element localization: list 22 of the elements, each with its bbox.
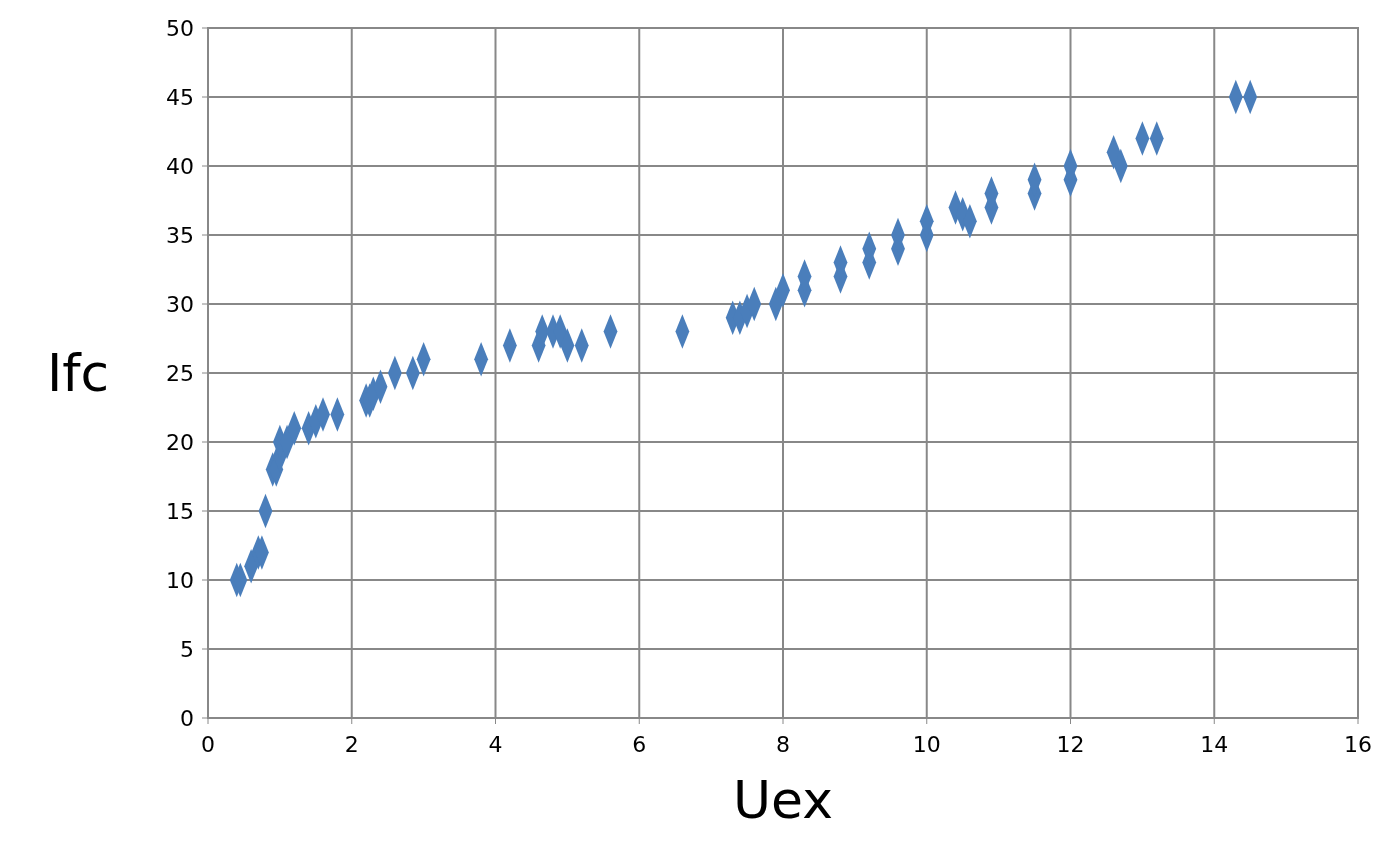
y-tick-label: 50 <box>166 16 194 41</box>
x-tick-label: 16 <box>1344 732 1372 757</box>
y-tick-label: 20 <box>166 430 194 455</box>
x-tick-label: 4 <box>488 732 503 757</box>
y-tick-label: 25 <box>166 361 194 386</box>
y-tick-label: 40 <box>166 154 194 179</box>
x-tick-label: 6 <box>632 732 647 757</box>
y-tick-label: 10 <box>166 568 194 593</box>
x-tick-label: 2 <box>344 732 359 757</box>
x-tick-label: 14 <box>1200 732 1229 757</box>
y-tick-label: 30 <box>166 292 194 317</box>
y-tick-label: 0 <box>180 706 194 731</box>
y-tick-label: 35 <box>166 223 194 248</box>
x-axis-title: Uex <box>733 770 833 830</box>
x-tick-label: 12 <box>1056 732 1085 757</box>
y-tick-label: 5 <box>180 637 194 662</box>
y-tick-label: 45 <box>166 85 194 110</box>
x-tick-label: 0 <box>201 732 215 757</box>
x-tick-label: 10 <box>912 732 941 757</box>
y-tick-label: 15 <box>166 499 194 524</box>
x-tick-label: 8 <box>776 732 790 757</box>
y-axis-title: Ifc <box>46 343 110 403</box>
